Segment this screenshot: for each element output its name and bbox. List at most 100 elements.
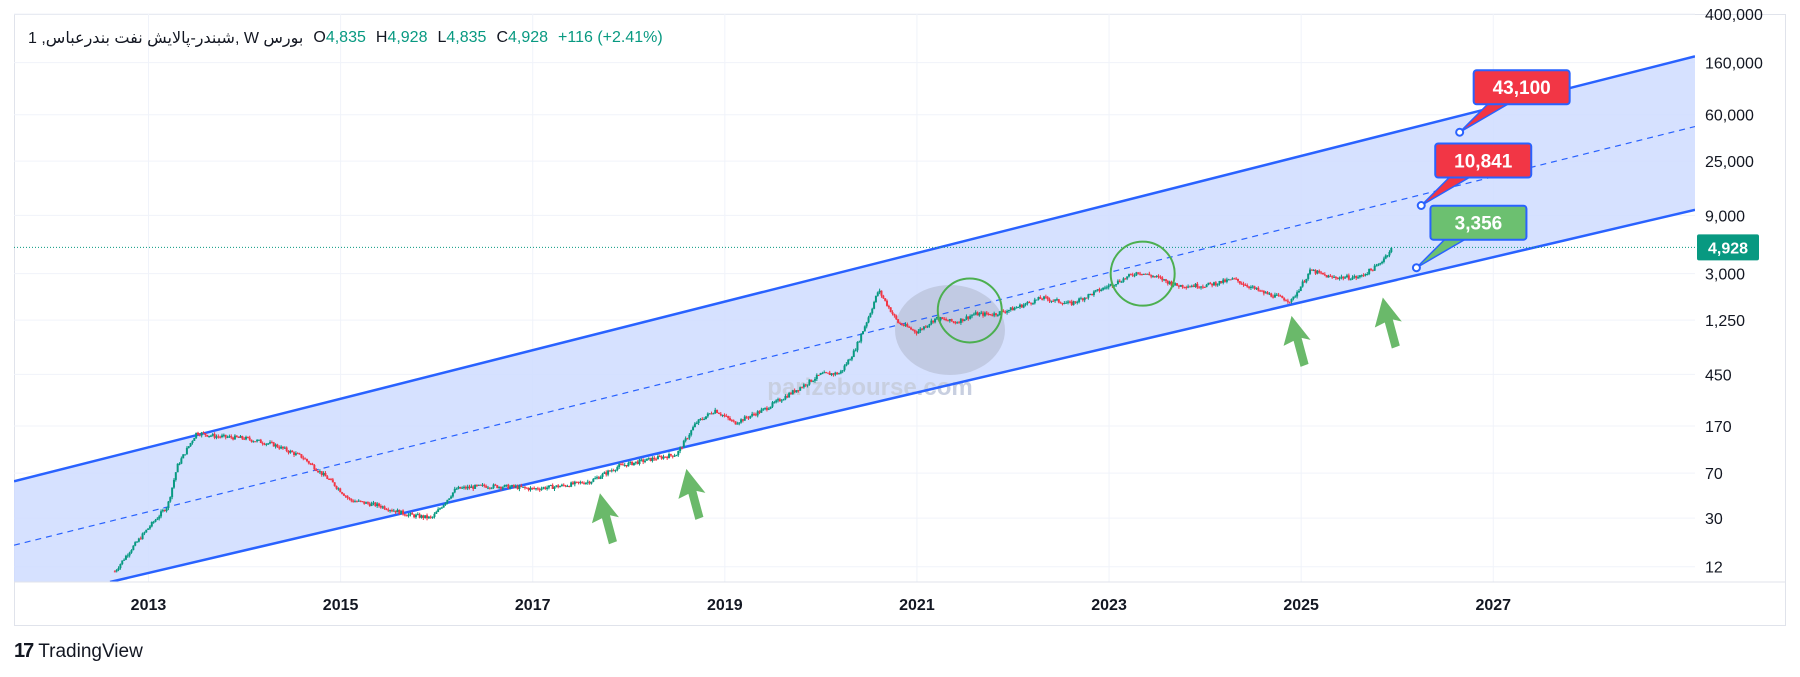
candle-body [1026, 302, 1029, 304]
candle-body [560, 484, 563, 487]
candle-body [884, 298, 887, 301]
candle-body [1357, 277, 1360, 279]
candle-body [392, 510, 395, 512]
candle-body [634, 461, 637, 463]
candle-body [658, 456, 661, 458]
candle-body [854, 350, 857, 352]
candle-body [679, 447, 682, 452]
candle-body [1085, 297, 1088, 299]
candle-body [305, 458, 308, 462]
candle-body [1092, 291, 1095, 296]
candle-body [551, 485, 554, 489]
candle-body [365, 502, 368, 504]
candle-body [629, 461, 632, 463]
candle-body [1316, 270, 1319, 274]
candle-body [889, 307, 892, 313]
candle-body [172, 479, 175, 488]
candle-body [396, 509, 399, 513]
candle-body [1220, 280, 1223, 283]
candle-body [350, 498, 353, 501]
candle-body [1183, 287, 1186, 289]
candle-body [758, 411, 761, 413]
candle-body [457, 486, 460, 489]
candle-body [1055, 299, 1058, 301]
candle-body [1340, 276, 1343, 278]
candle-body [642, 459, 645, 462]
candle-body [1129, 274, 1132, 276]
candle-body [1079, 298, 1082, 300]
candle-body [922, 326, 925, 330]
candle-body [444, 502, 447, 505]
candle-body [261, 442, 264, 444]
candle-body [422, 515, 425, 518]
candle-body [418, 514, 421, 518]
candle-body [329, 479, 332, 481]
candle-body [649, 457, 652, 461]
candle-body [982, 312, 985, 316]
candle-body [706, 413, 709, 417]
candle-body [383, 506, 386, 510]
candle-body [348, 497, 351, 499]
candle-body [1225, 279, 1228, 282]
candle-body [233, 435, 236, 440]
candle-body [523, 486, 526, 488]
candle-body [224, 434, 227, 438]
candle-body [1155, 275, 1158, 277]
candle-body [699, 418, 702, 420]
candle-body [773, 402, 776, 404]
candle-body [141, 533, 144, 540]
candle-body [189, 442, 192, 447]
candle-body [191, 440, 194, 443]
candle-body [505, 484, 508, 486]
candle-body [878, 290, 881, 293]
candle-body [819, 373, 822, 375]
candle-body [668, 454, 671, 459]
candle-body [1235, 278, 1238, 280]
candle-body [248, 437, 251, 440]
candle-body [869, 313, 872, 318]
candle-body [390, 510, 393, 512]
open-value: 4,835 [325, 29, 366, 46]
candle-body [1299, 286, 1302, 292]
candle-body [529, 487, 532, 491]
candle-body [1344, 277, 1347, 279]
candle-body [983, 312, 986, 316]
candle-body [1131, 274, 1134, 276]
highlight-circle [1109, 240, 1176, 307]
candle-body [547, 485, 550, 488]
candle-body [215, 436, 218, 438]
candle-body [1275, 294, 1278, 296]
candle-body [714, 409, 717, 414]
candle-body [631, 461, 634, 466]
support-arrow-icon [678, 468, 706, 520]
candle-body [976, 312, 979, 316]
tradingview-branding[interactable]: 17 TradingView [14, 640, 143, 663]
candle-body [1283, 298, 1286, 301]
candle-body [487, 487, 490, 489]
candle-body [952, 321, 955, 323]
candle-body [583, 483, 586, 485]
candle-body [400, 510, 403, 515]
candle-body [499, 486, 502, 489]
candle-body [717, 412, 720, 414]
candle-body [320, 471, 323, 475]
candle-body [496, 485, 499, 488]
symbol-name[interactable]: 1 ,شبندر-پالایش نفت بندرعباس, W بورس [28, 30, 304, 47]
candle-body [431, 516, 434, 518]
candle-body [372, 502, 375, 504]
candle-body [882, 295, 885, 299]
candle-body [148, 526, 151, 529]
candle-body [117, 568, 120, 570]
candle-body [697, 419, 700, 424]
candle-body [620, 464, 623, 466]
candle-body [1323, 274, 1326, 276]
candle-body [1214, 282, 1217, 286]
candle-body [799, 387, 802, 391]
channel-fill [14, 56, 1695, 582]
candle-body [263, 443, 266, 445]
candle-body [1288, 301, 1291, 303]
candle-body [1031, 303, 1034, 305]
candle-body [1384, 255, 1387, 259]
candle-body [485, 486, 488, 488]
